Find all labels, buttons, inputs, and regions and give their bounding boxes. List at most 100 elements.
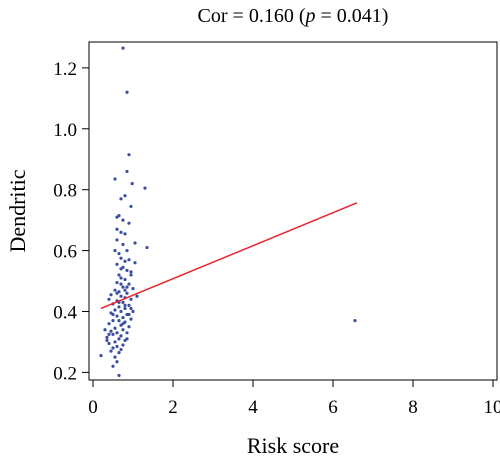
data-point — [109, 329, 113, 333]
data-point — [129, 204, 133, 209]
y-tick-label: 0.6 — [53, 242, 77, 263]
x-tick-label: 6 — [328, 397, 338, 418]
data-point — [127, 258, 131, 262]
data-point — [111, 346, 115, 350]
data-point — [115, 227, 119, 231]
data-point — [117, 337, 121, 341]
y-axis-label: Dendritic — [5, 169, 30, 252]
data-points — [99, 46, 357, 378]
data-point — [111, 319, 115, 323]
data-point — [125, 291, 129, 295]
data-point — [127, 312, 131, 317]
data-point — [105, 335, 109, 339]
data-point — [125, 285, 129, 289]
x-axis: 0 2 4 6 8 10 — [88, 380, 500, 418]
data-point — [119, 256, 123, 260]
data-point — [121, 218, 125, 222]
data-point — [105, 338, 109, 343]
data-point — [131, 309, 135, 314]
data-point — [130, 181, 134, 186]
data-point — [115, 291, 119, 295]
data-point — [111, 364, 115, 368]
chart-title-prefix: Cor = 0.160 ( — [198, 5, 306, 27]
data-point — [125, 90, 129, 94]
y-axis: 0.2 0.4 0.6 0.8 1.0 1.2 — [53, 59, 89, 384]
data-point — [117, 350, 121, 355]
data-point — [121, 242, 125, 247]
chart-title-p: p — [304, 5, 316, 27]
data-point — [113, 248, 117, 253]
data-point — [99, 354, 103, 358]
data-point — [117, 273, 121, 277]
data-point — [115, 344, 119, 349]
x-tick-label: 10 — [484, 397, 500, 418]
data-point — [133, 261, 137, 265]
data-point — [115, 360, 119, 364]
data-point — [125, 169, 129, 174]
data-point — [129, 297, 133, 301]
data-point — [119, 294, 123, 298]
data-point — [135, 294, 139, 298]
data-point — [125, 268, 129, 272]
y-tick-label: 0.8 — [53, 181, 77, 202]
y-tick-label: 1.2 — [53, 59, 77, 80]
data-point — [127, 325, 131, 329]
data-point — [107, 297, 111, 301]
data-point — [117, 319, 121, 323]
regression-line — [100, 202, 358, 310]
data-point — [119, 267, 123, 271]
data-point — [103, 328, 107, 332]
data-point — [117, 305, 121, 309]
data-point — [115, 331, 119, 335]
data-point — [119, 309, 123, 314]
data-point — [107, 332, 111, 336]
data-point — [143, 186, 147, 190]
y-tick-label: 0.4 — [53, 302, 77, 323]
data-point — [113, 308, 117, 312]
chart-title: Cor = 0.160 (p = 0.041) — [198, 5, 389, 27]
data-point — [129, 317, 133, 321]
data-point — [113, 340, 117, 344]
data-point — [123, 306, 127, 311]
data-point — [121, 300, 125, 304]
data-point — [107, 322, 111, 326]
data-point — [119, 282, 123, 286]
data-point — [125, 337, 129, 341]
y-tick-label: 0.2 — [53, 363, 77, 384]
chart-title-suffix: = 0.041) — [316, 5, 389, 27]
data-point — [133, 241, 137, 245]
data-point — [123, 303, 127, 307]
data-point — [123, 232, 127, 236]
data-point — [121, 285, 125, 289]
data-point — [127, 153, 131, 157]
data-point — [115, 262, 119, 266]
data-point — [109, 349, 113, 353]
data-point — [119, 334, 123, 338]
data-point — [125, 331, 129, 335]
plot-frame — [88, 41, 498, 381]
data-point — [117, 252, 121, 256]
data-point — [119, 276, 123, 280]
x-tick-label: 4 — [248, 397, 258, 418]
data-point — [119, 197, 123, 201]
data-point — [113, 177, 117, 181]
data-point — [115, 238, 119, 242]
data-point — [353, 319, 357, 323]
x-tick-label: 8 — [408, 397, 418, 418]
data-point — [113, 288, 117, 292]
data-point — [129, 273, 133, 277]
y-tick-label: 1.0 — [53, 120, 77, 141]
data-point — [119, 347, 123, 352]
data-point — [121, 315, 125, 320]
data-point — [125, 248, 129, 253]
data-point — [113, 355, 117, 359]
x-tick-label: 2 — [168, 397, 178, 418]
data-point — [123, 194, 127, 198]
data-point — [121, 322, 125, 326]
data-point — [117, 373, 121, 378]
x-tick-label: 0 — [88, 397, 98, 418]
data-point — [119, 230, 123, 234]
data-point — [113, 326, 117, 330]
data-point — [127, 282, 131, 286]
